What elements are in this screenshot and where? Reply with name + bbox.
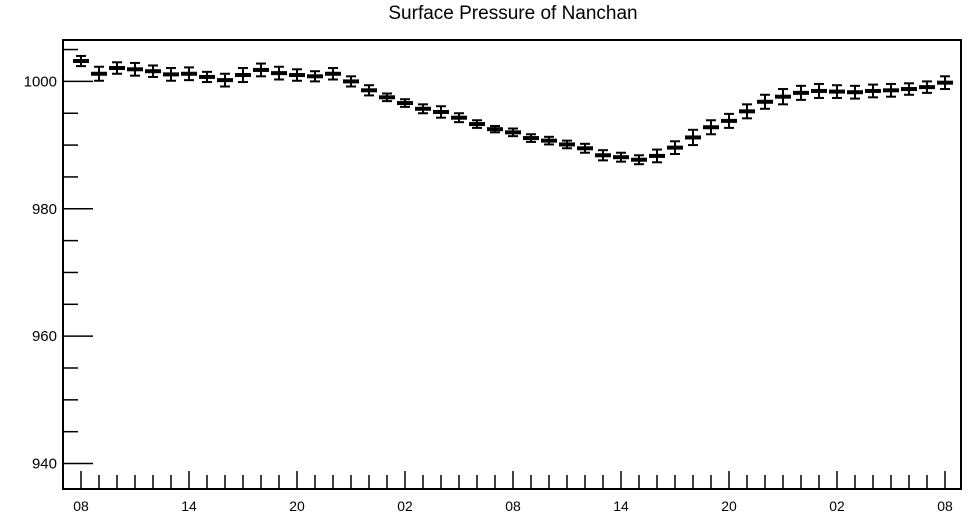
x-tick-label: 08 <box>937 498 953 514</box>
data-point <box>559 139 575 150</box>
x-tick-label: 08 <box>73 498 89 514</box>
x-tick-label: 14 <box>181 498 197 514</box>
data-point <box>217 72 233 88</box>
data-point <box>811 82 827 99</box>
data-point <box>505 127 521 138</box>
data-point <box>883 82 899 98</box>
y-tick-label: 940 <box>32 456 57 473</box>
data-point <box>343 75 359 88</box>
data-point <box>109 61 125 75</box>
data-point <box>739 103 755 120</box>
y-axis: 940 960 980 1000 <box>24 48 93 473</box>
data-point <box>163 67 179 82</box>
x-tick-label: 20 <box>289 498 305 514</box>
data-point <box>235 67 251 84</box>
data-point <box>487 124 503 134</box>
data-point <box>721 112 737 129</box>
data-point <box>451 112 467 124</box>
data-point <box>937 75 953 91</box>
data-point <box>649 148 665 164</box>
data-point <box>379 92 395 103</box>
x-tick-label: 14 <box>613 498 629 514</box>
data-point <box>127 61 143 77</box>
x-tick-label: 02 <box>829 498 845 514</box>
x-tick-label: 02 <box>397 498 413 514</box>
data-point <box>469 119 485 129</box>
data-point <box>613 151 629 163</box>
data-point <box>865 83 881 99</box>
y-tick-label: 960 <box>32 328 57 345</box>
data-point <box>397 98 413 108</box>
data-point <box>703 119 719 136</box>
data-point <box>631 154 647 166</box>
data-point <box>667 140 683 156</box>
data-point <box>145 64 161 78</box>
data-point <box>775 88 791 106</box>
data-point <box>181 66 197 82</box>
data-point <box>757 93 773 110</box>
data-point <box>595 149 611 162</box>
data-point <box>361 84 377 97</box>
data-point <box>829 84 845 99</box>
data-point <box>919 80 935 94</box>
data-point <box>685 128 701 147</box>
y-tick-label: 1000 <box>24 73 57 90</box>
y-tick-label: 980 <box>32 201 57 218</box>
plot-frame <box>62 39 962 490</box>
data-point <box>847 84 863 100</box>
data-point <box>433 105 449 119</box>
data-points <box>73 54 953 166</box>
data-point <box>541 135 557 146</box>
data-point <box>289 68 305 82</box>
data-point <box>415 103 431 115</box>
x-tick-label: 20 <box>721 498 737 514</box>
data-point <box>73 54 89 68</box>
chart-title: Surface Pressure of Nanchan <box>388 3 638 24</box>
data-point <box>325 67 341 81</box>
data-point <box>523 133 539 143</box>
data-point <box>577 142 593 154</box>
data-point <box>271 65 287 81</box>
data-point <box>199 70 215 84</box>
x-axis: 08 14 20 02 08 14 20 02 08 <box>73 471 953 514</box>
x-tick-label: 08 <box>505 498 521 514</box>
data-point <box>793 84 809 101</box>
data-point <box>91 65 107 82</box>
data-point <box>307 70 323 83</box>
data-point <box>901 82 917 96</box>
data-point <box>253 62 269 78</box>
